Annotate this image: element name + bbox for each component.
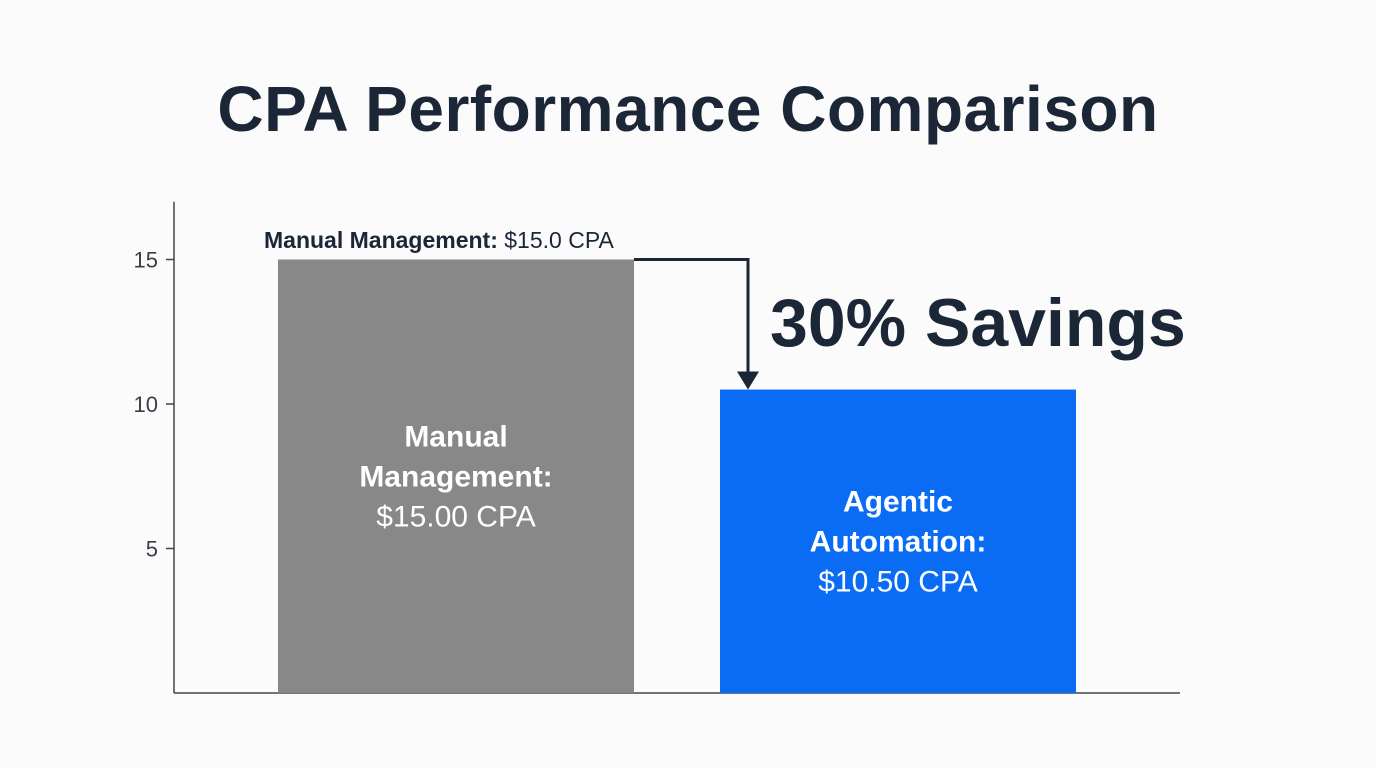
y-tick-label: 15 xyxy=(134,248,158,273)
bar-value-label: $15.00 CPA xyxy=(376,500,536,533)
chart-title: CPA Performance Comparison xyxy=(217,73,1159,145)
savings-arrow xyxy=(634,258,750,376)
bar-manual-management xyxy=(278,259,634,693)
bar-agentic-automation xyxy=(720,389,1076,693)
bar-label: Automation: xyxy=(810,525,987,558)
bar-label: Management: xyxy=(359,460,552,493)
bar-label: Manual xyxy=(404,420,507,453)
bars: Manual Management: $15.00 CPA Agentic Automa… xyxy=(278,259,1076,693)
arrowhead-icon xyxy=(737,371,759,390)
y-tick-label: 10 xyxy=(134,392,158,417)
bar-value-label: $10.50 CPA xyxy=(818,565,978,598)
annotations: Manual Management: $15.0 CPA 30% Savings xyxy=(264,227,1186,390)
bar-label: Agentic xyxy=(843,485,953,518)
savings-annotation: 30% Savings xyxy=(770,285,1186,361)
top-annotation: Manual Management: $15.0 CPA xyxy=(264,227,614,253)
y-tick-label: 5 xyxy=(146,537,158,562)
